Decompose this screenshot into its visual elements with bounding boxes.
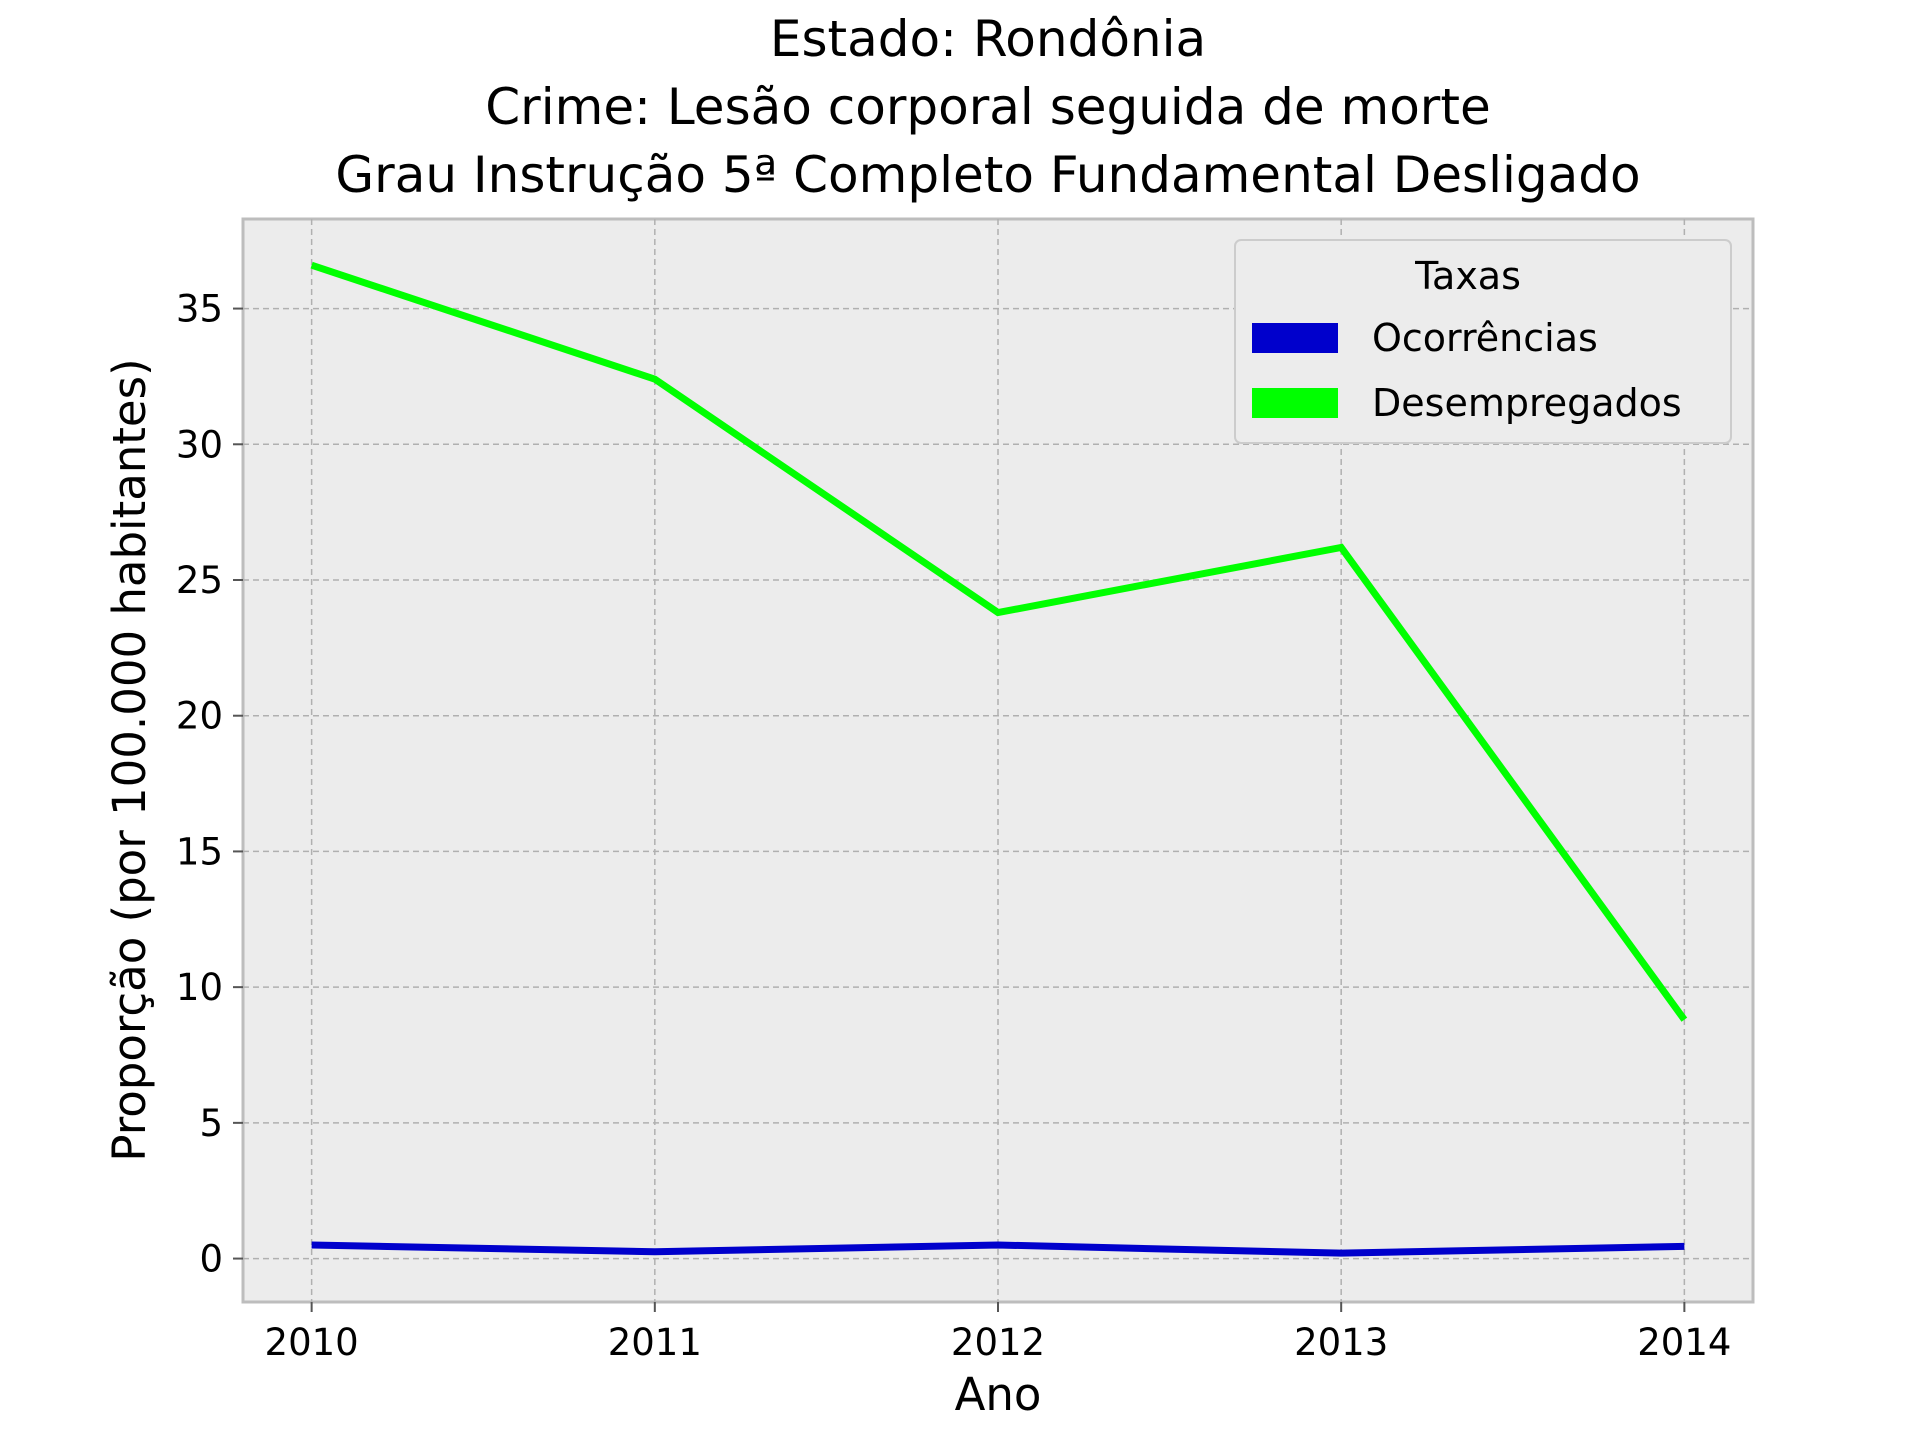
series-lines bbox=[310, 261, 1688, 1257]
legend-label-desempregados: Desempregados bbox=[1372, 381, 1682, 425]
x-tick-label: 2013 bbox=[1294, 1321, 1388, 1364]
legend-swatch-ocorrencias bbox=[1252, 323, 1338, 353]
y-tick-label: 10 bbox=[176, 966, 223, 1009]
grid bbox=[243, 219, 1753, 1302]
legend-swatch-desempregados bbox=[1252, 388, 1338, 418]
series-line-desempregados bbox=[310, 261, 1688, 1022]
x-tick-label: 2010 bbox=[265, 1321, 359, 1364]
legend-label-ocorrencias: Ocorrências bbox=[1372, 316, 1598, 360]
y-tick-label: 20 bbox=[176, 695, 223, 738]
x-tick-label: 2014 bbox=[1637, 1321, 1731, 1364]
chart-title: Estado: Rondônia Crime: Lesão corporal s… bbox=[335, 10, 1640, 204]
legend-frame bbox=[1234, 239, 1732, 444]
series-line-ocorrencias bbox=[311, 1241, 1685, 1257]
y-axis-label: Proporção (por 100.000 habitantes) bbox=[103, 358, 156, 1161]
axis-ticks: 2010 2011 2012 2013 2014 0 5 10 15 20 25 30 35 bbox=[176, 288, 1732, 1364]
legend-title: Taxas bbox=[1414, 254, 1521, 298]
title-line-2: Crime: Lesão corporal seguida de morte bbox=[485, 78, 1490, 136]
title-line-1: Estado: Rondônia bbox=[770, 10, 1206, 68]
legend: Taxas Ocorrências Desempregados bbox=[1234, 239, 1732, 444]
y-tick-label: 30 bbox=[176, 423, 223, 466]
y-tick-label: 5 bbox=[199, 1102, 223, 1145]
y-tick-label: 25 bbox=[176, 559, 223, 602]
x-tick-label: 2012 bbox=[951, 1321, 1045, 1364]
y-tick-label: 35 bbox=[176, 288, 223, 331]
y-tick-label: 15 bbox=[176, 830, 223, 873]
y-tick-label: 0 bbox=[199, 1238, 223, 1281]
title-line-3: Grau Instrução 5ª Completo Fundamental D… bbox=[335, 146, 1640, 204]
x-axis-label: Ano bbox=[955, 1368, 1042, 1421]
x-tick-label: 2011 bbox=[608, 1321, 702, 1364]
